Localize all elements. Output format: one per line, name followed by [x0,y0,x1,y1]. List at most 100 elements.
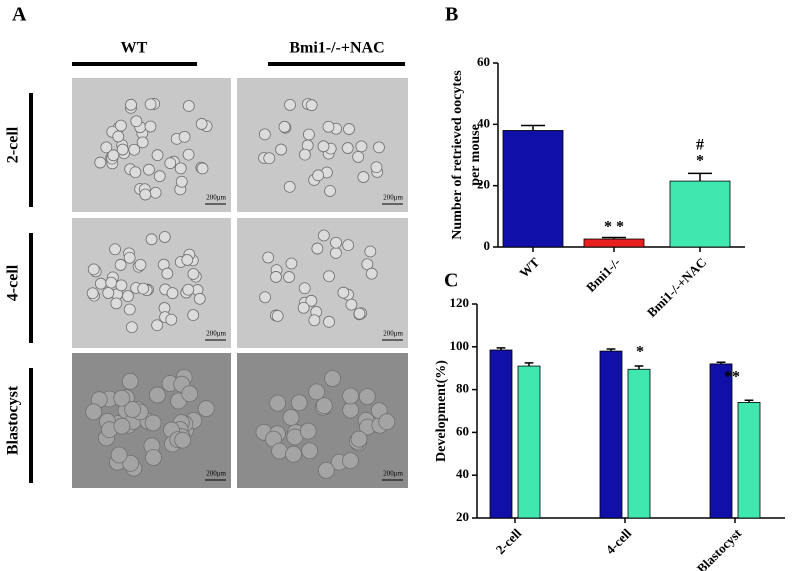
cell [341,142,354,154]
cell [165,313,178,326]
cell [298,282,311,295]
cell [358,388,376,406]
cell [136,136,149,149]
cell [311,242,324,255]
cell [345,298,358,311]
cell [174,431,192,449]
cell [113,417,131,435]
cell [262,251,275,264]
cell [110,446,128,464]
error-bar [602,236,626,240]
scale-bar-label: 200μm [383,470,403,478]
cell [196,162,209,175]
cell [269,394,287,412]
cell [123,251,136,264]
bar [737,402,761,519]
cell [305,294,318,307]
cell [125,98,137,111]
cell [182,283,195,296]
cell [373,141,385,154]
cell [143,163,155,176]
cell [145,449,162,466]
scale-bar-label: 200μm [206,194,226,202]
column-label: Bmi1-/-+NAC [289,40,384,57]
cell [182,148,195,161]
y-tick-label: 40 [477,115,490,130]
cell [322,120,335,133]
y-axis-label: Number of retrieved oocytes [450,70,465,240]
cell [302,128,315,141]
cell [342,239,355,252]
cell [100,141,113,154]
error-bar [716,361,726,364]
cell [107,149,120,162]
error-bar [606,348,616,352]
cell [114,119,127,132]
cell [370,161,383,174]
y-tick-label: 60 [477,54,490,69]
cell [86,287,99,300]
cell [130,115,143,128]
cell [317,229,330,242]
cell [124,401,142,418]
scale-bar-label: 200μm [206,330,226,338]
error-bar [524,362,534,367]
cell [278,120,291,133]
annotation: * [696,153,704,170]
cell [193,292,206,305]
cell [151,319,164,332]
scale-bar-label: 200μm [206,470,226,478]
cell [122,454,140,472]
cell [378,413,396,431]
cell [114,259,127,271]
cell [181,254,194,266]
cell [178,130,191,143]
cell [175,175,188,188]
cell [109,243,121,256]
cell [258,128,271,141]
cell [187,309,200,322]
cell [149,186,162,199]
cell [110,297,123,310]
row-label: 4-cell [5,264,22,301]
cell [145,233,158,246]
cell [161,267,174,280]
cell [342,387,359,405]
cell [299,422,317,440]
cell [116,143,129,156]
cell [308,314,321,327]
x-tick-label: WT [516,254,542,280]
y-tick-label: 0 [484,238,491,253]
cell [297,301,310,314]
cell [87,263,100,276]
cell [285,257,298,270]
cell [330,247,342,259]
cell [324,185,336,197]
cell [365,267,378,280]
annotation: # [696,137,704,154]
error-bar [634,365,644,370]
cell [181,385,199,403]
cell [102,287,115,299]
cell [144,98,157,111]
cell [128,143,141,156]
bar [599,350,623,519]
cell [271,310,284,322]
cell [137,282,150,295]
cell [283,180,296,193]
cell [308,383,326,401]
cell [85,403,103,421]
cell [361,258,374,271]
cell [282,409,300,426]
cell [323,270,335,283]
cell [323,315,335,328]
cell [283,271,295,283]
cell [259,291,271,304]
cell [355,140,368,153]
bar [502,130,564,248]
cell [144,120,157,133]
panel-label: B [445,4,458,26]
cell [174,162,187,175]
cell [115,279,128,292]
